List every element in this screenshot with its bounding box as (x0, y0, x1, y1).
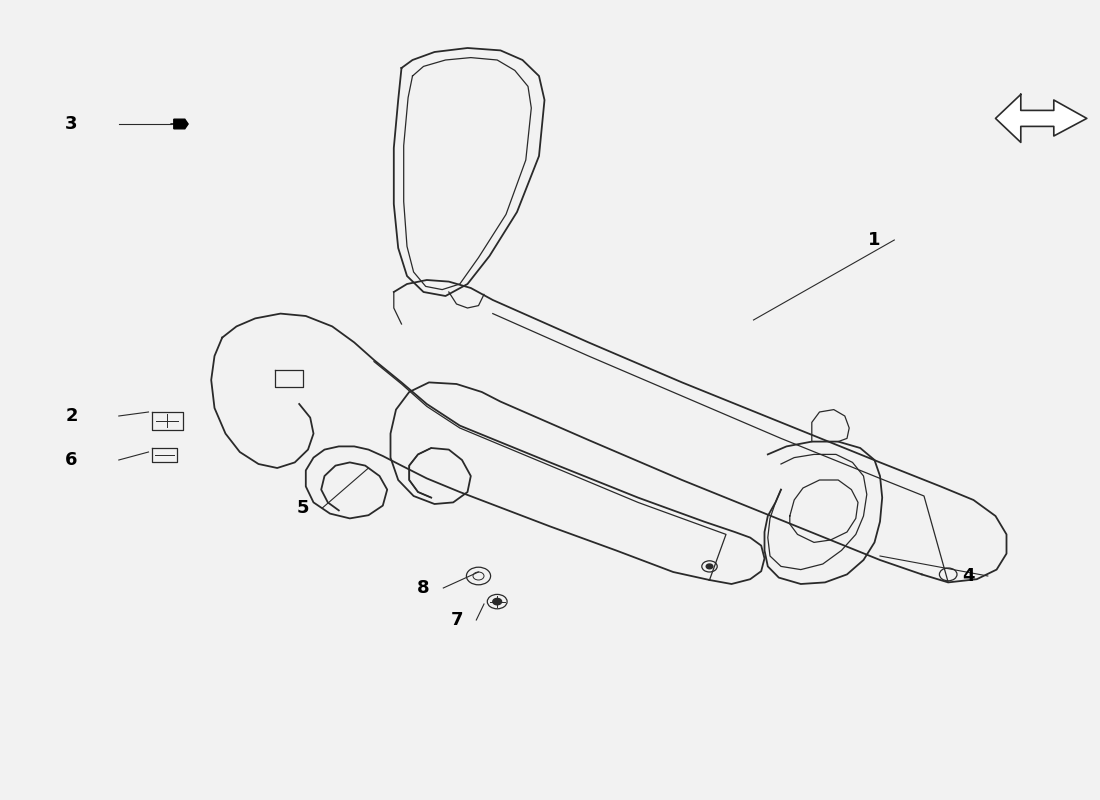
Text: 6: 6 (65, 451, 78, 469)
Text: 5: 5 (296, 499, 309, 517)
Circle shape (493, 598, 502, 605)
Text: 8: 8 (417, 579, 430, 597)
Text: 2: 2 (65, 407, 78, 425)
Circle shape (706, 564, 713, 569)
Text: 7: 7 (450, 611, 463, 629)
Polygon shape (174, 119, 188, 129)
Text: 3: 3 (65, 115, 78, 133)
Polygon shape (996, 94, 1087, 142)
Text: 1: 1 (868, 231, 881, 249)
Text: 4: 4 (961, 567, 975, 585)
